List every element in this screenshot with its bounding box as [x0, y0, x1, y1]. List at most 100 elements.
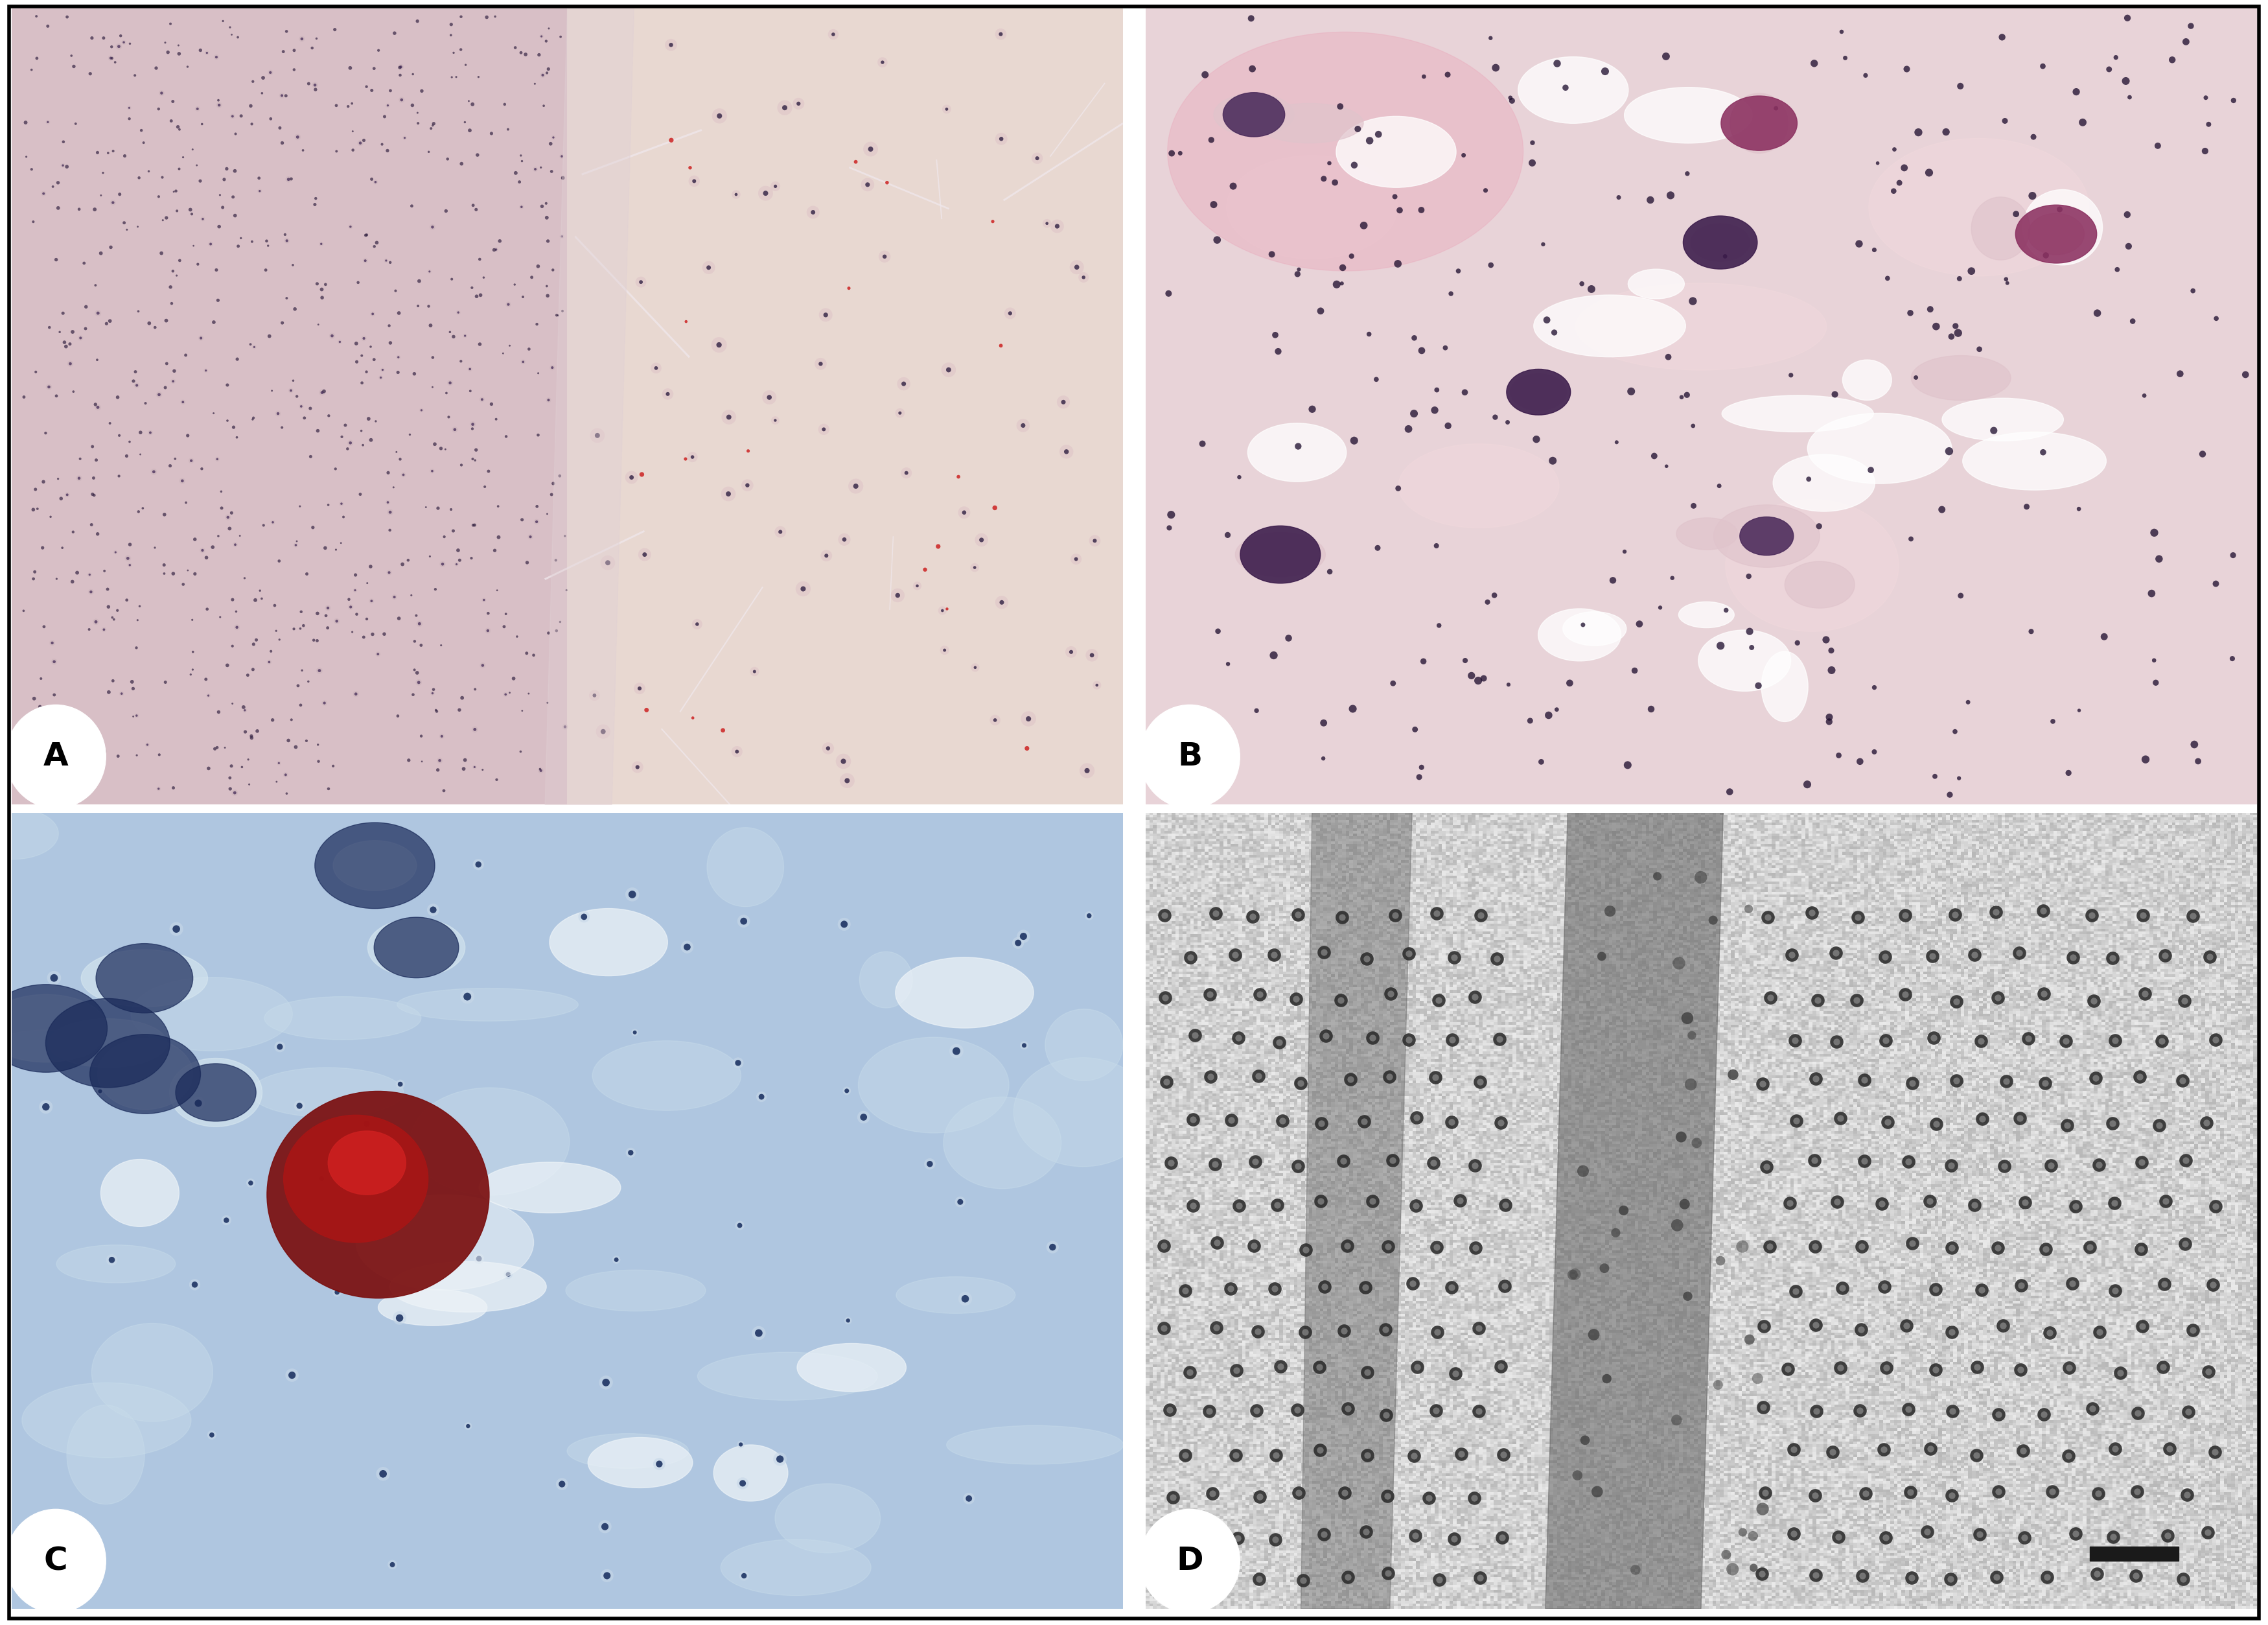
Point — [1340, 115, 1377, 141]
Point — [2148, 942, 2184, 968]
Point — [238, 627, 274, 653]
Point — [1867, 1027, 1903, 1053]
Point — [1418, 900, 1454, 926]
Point — [1327, 1480, 1363, 1506]
Point — [141, 741, 177, 767]
Point — [218, 203, 254, 229]
Point — [1281, 1071, 1318, 1097]
Point — [284, 692, 320, 718]
Point — [36, 965, 73, 991]
Point — [318, 457, 354, 483]
Point — [1962, 1029, 1998, 1055]
Point — [1145, 1315, 1182, 1341]
Point — [1218, 941, 1254, 967]
Point — [1912, 1188, 1948, 1214]
Point — [1919, 1357, 1955, 1383]
Point — [524, 62, 560, 88]
Point — [1173, 1519, 1209, 1545]
Point — [259, 618, 295, 644]
Point — [1241, 1566, 1277, 1592]
Point — [508, 640, 544, 666]
Point — [433, 266, 469, 292]
Point — [358, 169, 395, 195]
Point — [748, 180, 785, 206]
Point — [1481, 1025, 1517, 1051]
Point — [1390, 1027, 1427, 1053]
Point — [1456, 1485, 1492, 1511]
Point — [948, 1285, 984, 1311]
Point — [1234, 904, 1270, 929]
Point — [1588, 1365, 1624, 1391]
Point — [270, 728, 306, 754]
Point — [1749, 1154, 1785, 1180]
Point — [590, 549, 626, 575]
Point — [333, 619, 370, 645]
Point — [710, 481, 746, 507]
Point — [524, 23, 560, 49]
Point — [2136, 647, 2173, 673]
Point — [526, 93, 562, 119]
Point — [1150, 281, 1186, 307]
Point — [2005, 1438, 2041, 1464]
Point — [1213, 1107, 1250, 1133]
Point — [1279, 1480, 1315, 1506]
Point — [2102, 1360, 2139, 1386]
Point — [1309, 1022, 1345, 1048]
Point — [1397, 717, 1433, 743]
Point — [2118, 1479, 2155, 1505]
Point — [236, 630, 272, 656]
Point — [1558, 1462, 1594, 1489]
Point — [16, 559, 52, 585]
Point — [175, 639, 211, 665]
Point — [1198, 900, 1234, 926]
Point — [454, 275, 490, 301]
Point — [2057, 1193, 2093, 1219]
Point — [653, 32, 689, 58]
Point — [830, 1308, 866, 1334]
Point — [649, 380, 685, 406]
Point — [293, 395, 329, 421]
Point — [2227, 362, 2263, 388]
Text: A: A — [43, 741, 68, 772]
Point — [1978, 1565, 2014, 1591]
Point — [1177, 1022, 1213, 1048]
Point — [2028, 1237, 2064, 1263]
Point — [197, 44, 234, 70]
Point — [261, 115, 297, 141]
Point — [587, 1370, 624, 1396]
Point — [2175, 1318, 2211, 1344]
Point — [318, 608, 354, 634]
Point — [404, 723, 440, 749]
Point — [1531, 702, 1567, 728]
Point — [531, 621, 567, 647]
Point — [440, 538, 476, 564]
Point — [211, 765, 247, 791]
Point — [2191, 944, 2227, 970]
Point — [1613, 379, 1649, 405]
Point — [2141, 1113, 2177, 1139]
Point — [2189, 1110, 2225, 1136]
Point — [395, 93, 431, 119]
Point — [1821, 1105, 1857, 1131]
Point — [59, 559, 95, 585]
Circle shape — [1740, 517, 1794, 556]
Point — [102, 422, 138, 449]
Point — [1374, 1147, 1411, 1173]
Ellipse shape — [1517, 57, 1628, 123]
Point — [1794, 900, 1830, 926]
Point — [1352, 128, 1388, 154]
Point — [2071, 1233, 2107, 1259]
Point — [1910, 1519, 1946, 1545]
Point — [612, 465, 649, 491]
Point — [59, 720, 95, 746]
Point — [218, 780, 254, 806]
Point — [494, 666, 531, 692]
Point — [318, 93, 354, 119]
Point — [327, 413, 363, 439]
Point — [1399, 1354, 1436, 1380]
Ellipse shape — [592, 1040, 742, 1110]
Point — [354, 166, 390, 192]
Point — [1658, 1407, 1694, 1433]
Point — [349, 1112, 386, 1138]
Point — [508, 41, 544, 67]
